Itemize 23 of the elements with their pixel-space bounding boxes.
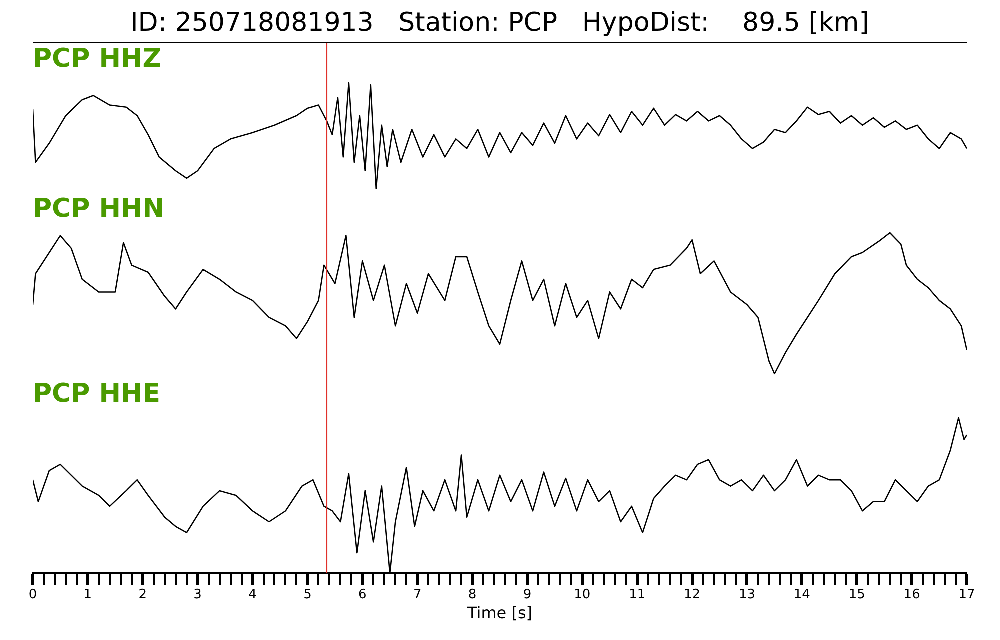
x-tick-label: 14 xyxy=(794,587,810,602)
x-tick-label: 12 xyxy=(684,587,701,602)
text: PCP HHE xyxy=(33,378,161,409)
x-tick-label: 2 xyxy=(138,587,148,602)
series-label: PCP HHZ xyxy=(33,44,162,74)
x-tick-label: 1 xyxy=(84,587,92,602)
x-tick-label: 16 xyxy=(904,587,920,602)
chart-title: ID: 250718081913 Station: PCP HypoDist: 89.5 [km] xyxy=(33,8,967,43)
x-tick-label: 5 xyxy=(304,587,312,602)
x-tick-label: 11 xyxy=(629,587,646,602)
x-tick-label: 0 xyxy=(28,587,38,602)
x-tick-label: 4 xyxy=(248,587,257,602)
x-tick-label: 7 xyxy=(413,587,422,602)
x-tick-label: 6 xyxy=(358,587,367,602)
x-tick-label: 9 xyxy=(523,587,532,602)
x-tick-label: 13 xyxy=(738,587,756,602)
x-tick-label: 8 xyxy=(468,587,477,602)
x-axis-title: Time [s] xyxy=(466,604,533,623)
x-tick-label: 15 xyxy=(848,587,866,602)
x-tick-label: 3 xyxy=(194,587,202,602)
x-tick-label: 17 xyxy=(958,587,976,602)
x-tick-label: 10 xyxy=(574,587,591,602)
series-label: PCP HHN xyxy=(33,194,165,224)
